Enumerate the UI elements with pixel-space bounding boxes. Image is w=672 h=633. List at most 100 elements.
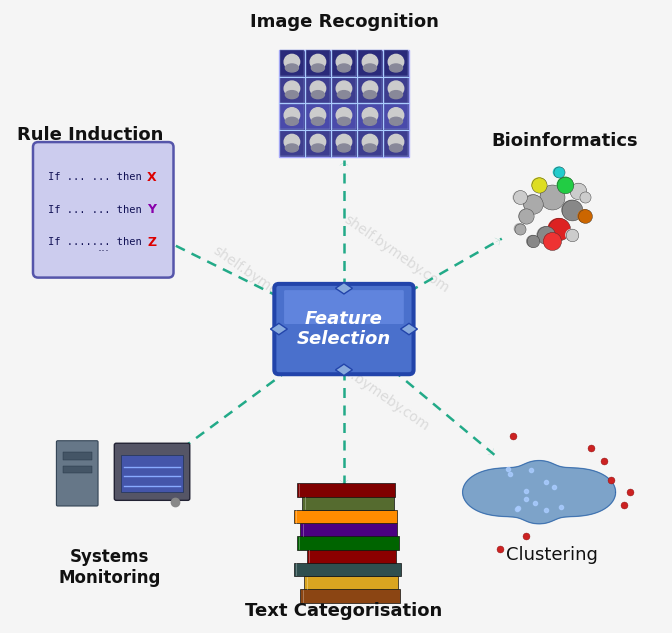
- Bar: [280, 104, 304, 129]
- Bar: [384, 130, 409, 156]
- Circle shape: [310, 81, 326, 96]
- Text: shelf.bymeby.com: shelf.bymeby.com: [341, 212, 451, 296]
- Bar: [279, 288, 409, 292]
- Bar: [279, 358, 409, 361]
- Ellipse shape: [364, 144, 376, 152]
- Circle shape: [310, 134, 326, 149]
- Circle shape: [527, 235, 538, 247]
- Ellipse shape: [286, 117, 298, 125]
- Bar: [331, 104, 356, 129]
- Circle shape: [388, 134, 404, 149]
- Circle shape: [554, 167, 564, 177]
- Ellipse shape: [286, 91, 298, 99]
- Text: Z: Z: [147, 236, 157, 249]
- Circle shape: [540, 186, 564, 209]
- Bar: [306, 130, 331, 156]
- Circle shape: [336, 134, 351, 149]
- Circle shape: [336, 54, 351, 69]
- Circle shape: [362, 54, 378, 69]
- FancyBboxPatch shape: [300, 589, 400, 603]
- Bar: [306, 104, 331, 129]
- Bar: [384, 51, 409, 76]
- Bar: [306, 77, 331, 103]
- Circle shape: [513, 191, 526, 204]
- FancyBboxPatch shape: [297, 536, 399, 549]
- Bar: [280, 77, 304, 103]
- Circle shape: [336, 108, 351, 123]
- Polygon shape: [335, 364, 352, 375]
- Circle shape: [523, 195, 542, 212]
- Bar: [306, 51, 331, 76]
- Bar: [280, 51, 304, 76]
- Polygon shape: [270, 323, 288, 335]
- Circle shape: [284, 134, 300, 149]
- Ellipse shape: [286, 144, 298, 152]
- Bar: [279, 329, 409, 333]
- FancyBboxPatch shape: [56, 441, 98, 506]
- Text: shelf.bymeby.com: shelf.bymeby.com: [321, 350, 431, 434]
- Circle shape: [578, 210, 591, 222]
- FancyBboxPatch shape: [297, 483, 395, 497]
- Circle shape: [284, 81, 300, 96]
- Bar: [384, 77, 409, 103]
- Circle shape: [562, 201, 581, 219]
- Text: Systems
Monitoring: Systems Monitoring: [58, 548, 161, 587]
- Bar: [279, 361, 409, 366]
- Bar: [280, 130, 304, 156]
- Bar: [331, 51, 356, 76]
- Circle shape: [519, 210, 534, 223]
- Bar: [63, 452, 91, 460]
- Text: If ....... then: If ....... then: [48, 237, 142, 248]
- Circle shape: [548, 218, 569, 239]
- Circle shape: [362, 108, 378, 123]
- Bar: [279, 292, 409, 296]
- Bar: [279, 321, 409, 325]
- Bar: [279, 349, 409, 353]
- Bar: [331, 130, 356, 156]
- Bar: [279, 50, 409, 156]
- Ellipse shape: [337, 64, 351, 72]
- Circle shape: [579, 192, 590, 203]
- Circle shape: [388, 54, 404, 69]
- FancyBboxPatch shape: [114, 443, 190, 500]
- FancyBboxPatch shape: [284, 290, 404, 324]
- Ellipse shape: [311, 64, 325, 72]
- Bar: [279, 366, 409, 370]
- Bar: [279, 313, 409, 316]
- Text: ...: ...: [97, 241, 110, 254]
- Circle shape: [284, 54, 300, 69]
- Bar: [279, 316, 409, 321]
- Bar: [279, 353, 409, 358]
- Bar: [279, 341, 409, 346]
- Text: X: X: [147, 171, 157, 184]
- Circle shape: [362, 134, 378, 149]
- Polygon shape: [335, 282, 352, 294]
- FancyBboxPatch shape: [307, 549, 396, 563]
- Text: If ... ... then: If ... ... then: [48, 205, 142, 215]
- Ellipse shape: [337, 91, 351, 99]
- Bar: [358, 51, 382, 76]
- FancyBboxPatch shape: [294, 510, 397, 523]
- Polygon shape: [401, 323, 417, 335]
- FancyBboxPatch shape: [33, 142, 173, 278]
- FancyBboxPatch shape: [300, 523, 397, 536]
- Text: If ... ... then: If ... ... then: [48, 172, 142, 182]
- Ellipse shape: [337, 117, 351, 125]
- Bar: [358, 130, 382, 156]
- Bar: [358, 104, 382, 129]
- Bar: [63, 466, 91, 473]
- Circle shape: [310, 108, 326, 123]
- Bar: [279, 325, 409, 329]
- Ellipse shape: [390, 144, 403, 152]
- Bar: [279, 337, 409, 341]
- Ellipse shape: [311, 91, 325, 99]
- Text: shelf.bymeby.com: shelf.bymeby.com: [211, 244, 321, 327]
- Ellipse shape: [311, 117, 325, 125]
- FancyBboxPatch shape: [304, 576, 398, 589]
- Ellipse shape: [390, 91, 403, 99]
- Ellipse shape: [390, 117, 403, 125]
- Ellipse shape: [364, 117, 376, 125]
- Bar: [279, 301, 409, 304]
- FancyBboxPatch shape: [294, 563, 401, 576]
- Bar: [358, 77, 382, 103]
